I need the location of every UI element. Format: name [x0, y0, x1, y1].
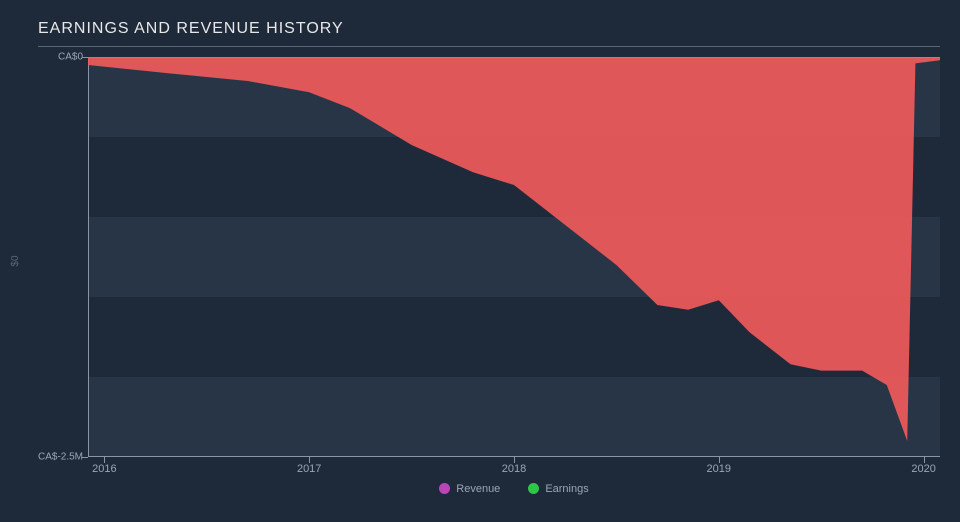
legend-item-revenue: Revenue	[439, 483, 500, 495]
legend-swatch	[528, 483, 539, 494]
x-tick	[514, 457, 515, 463]
y-tick-label: CA$0	[33, 52, 83, 63]
x-tick-label: 2016	[92, 463, 116, 475]
y-axis-currency-symbol: $0	[10, 255, 21, 266]
y-tick-label: CA$-2.5M	[33, 452, 83, 463]
x-tick-label: 2019	[707, 463, 731, 475]
x-tick	[924, 457, 925, 463]
x-tick	[104, 457, 105, 463]
legend-item-earnings: Earnings	[528, 483, 588, 495]
x-tick-label: 2018	[502, 463, 526, 475]
series-area-earnings	[88, 57, 940, 441]
legend-label: Revenue	[456, 483, 500, 495]
x-tick	[719, 457, 720, 463]
legend-label: Earnings	[545, 483, 588, 495]
y-tick	[82, 57, 88, 58]
x-tick-label: 2017	[297, 463, 321, 475]
chart-title: EARNINGS AND REVENUE HISTORY	[38, 20, 940, 38]
legend-swatch	[439, 483, 450, 494]
x-tick	[309, 457, 310, 463]
chart-container: EARNINGS AND REVENUE HISTORY RevenueEarn…	[38, 20, 940, 502]
x-tick-label: 2020	[911, 463, 935, 475]
legend: Revenue Earnings	[88, 483, 940, 498]
plot-area: RevenueEarnings CA$0CA$-2.5M201620172018…	[88, 57, 940, 457]
y-tick	[82, 457, 88, 458]
area-svg	[88, 57, 940, 457]
title-underline	[38, 46, 940, 47]
